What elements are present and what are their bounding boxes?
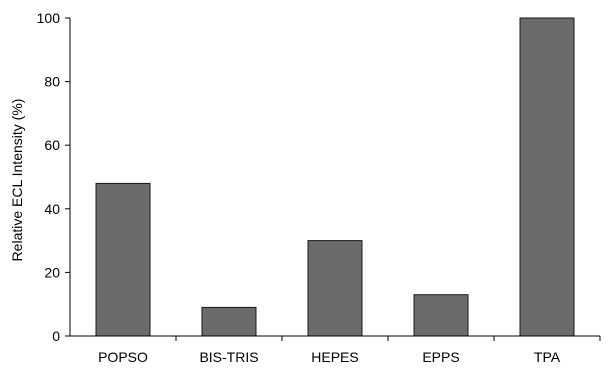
x-tick-label-bis-tris: BIS-TRIS xyxy=(199,349,258,365)
bars-layer xyxy=(95,17,575,337)
x-tick-label-hepes: HEPES xyxy=(311,349,358,365)
y-tick-label-20: 20 xyxy=(44,264,60,280)
x-tick-label-epps: EPPS xyxy=(422,349,459,365)
x-tick-label-popso: POPSO xyxy=(98,349,148,365)
axes-layer xyxy=(65,17,601,341)
bar-hepes xyxy=(307,240,363,337)
bar-tpa xyxy=(519,17,575,337)
bar-bis-tris xyxy=(201,306,257,337)
y-tick-label-40: 40 xyxy=(44,201,60,217)
bar-popso xyxy=(95,182,151,337)
y-tick-label-0: 0 xyxy=(52,328,60,344)
y-axis-title: Relative ECL Intensity (%) xyxy=(9,99,25,262)
bar-epps xyxy=(413,294,469,337)
y-tick-label-60: 60 xyxy=(44,137,60,153)
y-tick-label-80: 80 xyxy=(44,74,60,90)
labels-layer: POPSO BIS-TRIS HEPES EPPS TPA 0 20 40 60 80 100 xyxy=(37,10,561,365)
x-tick-label-tpa: TPA xyxy=(534,349,561,365)
y-tick-label-100: 100 xyxy=(37,10,61,26)
